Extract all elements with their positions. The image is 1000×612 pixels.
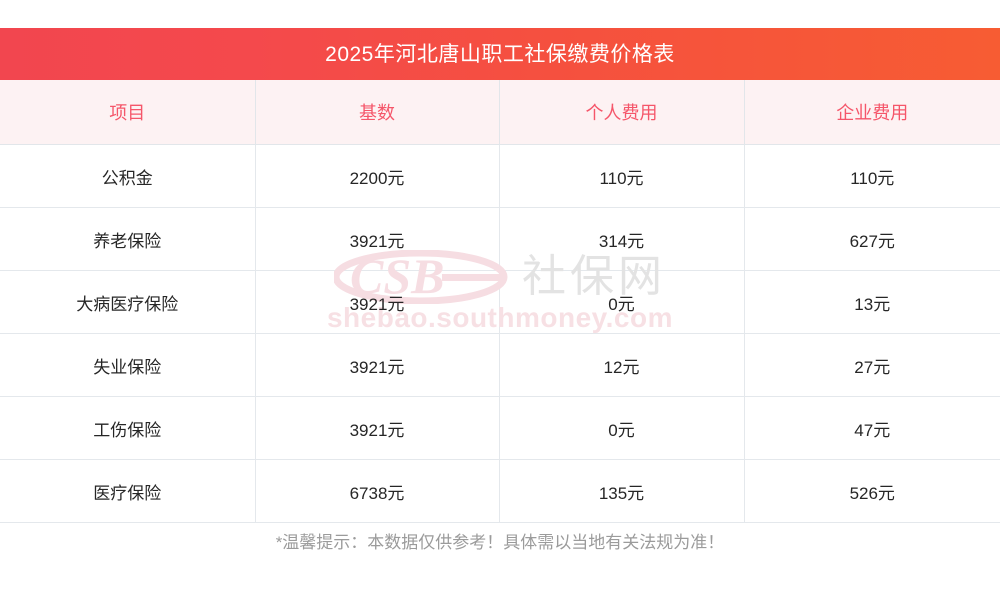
cell-item: 医疗保险 <box>0 459 256 523</box>
cell-base: 2200元 <box>255 144 500 208</box>
cell-base: 3921元 <box>255 207 500 271</box>
cell-company: 526元 <box>744 459 1000 523</box>
cell-company: 627元 <box>744 207 1000 271</box>
cell-base: 3921元 <box>255 270 500 334</box>
cell-item: 失业保险 <box>0 333 256 397</box>
cell-base: 3921元 <box>255 396 500 460</box>
table-row: 医疗保险 6738元 135元 526元 <box>0 459 1000 523</box>
cell-company: 13元 <box>744 270 1000 334</box>
table-header: 项目 基数 个人费用 企业费用 <box>0 80 1000 145</box>
cell-company: 47元 <box>744 396 1000 460</box>
column-header-item: 项目 <box>0 80 256 145</box>
price-table-wrapper: 项目 基数 个人费用 企业费用 公积金 2200元 110元 110元 养老保险… <box>0 80 1000 523</box>
cell-company: 110元 <box>744 144 1000 208</box>
cell-personal: 314元 <box>499 207 745 271</box>
table-header-row: 项目 基数 个人费用 企业费用 <box>0 80 1000 145</box>
cell-item: 工伤保险 <box>0 396 256 460</box>
cell-item: 养老保险 <box>0 207 256 271</box>
table-title-bar: 2025年河北唐山职工社保缴费价格表 <box>0 28 1000 80</box>
cell-personal: 110元 <box>499 144 745 208</box>
cell-personal: 0元 <box>499 270 745 334</box>
table-row: 大病医疗保险 3921元 0元 13元 <box>0 270 1000 334</box>
cell-personal: 135元 <box>499 459 745 523</box>
table-row: 失业保险 3921元 12元 27元 <box>0 333 1000 397</box>
table-row: 公积金 2200元 110元 110元 <box>0 144 1000 208</box>
column-header-personal: 个人费用 <box>499 80 745 145</box>
cell-personal: 12元 <box>499 333 745 397</box>
cell-item: 大病医疗保险 <box>0 270 256 334</box>
cell-base: 6738元 <box>255 459 500 523</box>
cell-item: 公积金 <box>0 144 256 208</box>
cell-company: 27元 <box>744 333 1000 397</box>
column-header-base: 基数 <box>255 80 500 145</box>
social-insurance-price-table: 项目 基数 个人费用 企业费用 公积金 2200元 110元 110元 养老保险… <box>0 80 1000 523</box>
column-header-company: 企业费用 <box>744 80 1000 145</box>
footer-disclaimer: *温馨提示：本数据仅供参考！具体需以当地有关法规为准！ <box>275 533 725 552</box>
cell-base: 3921元 <box>255 333 500 397</box>
table-body: 公积金 2200元 110元 110元 养老保险 3921元 314元 627元… <box>0 144 1000 523</box>
table-row: 工伤保险 3921元 0元 47元 <box>0 396 1000 460</box>
page-title: 2025年河北唐山职工社保缴费价格表 <box>325 42 675 66</box>
cell-personal: 0元 <box>499 396 745 460</box>
table-row: 养老保险 3921元 314元 627元 <box>0 207 1000 271</box>
